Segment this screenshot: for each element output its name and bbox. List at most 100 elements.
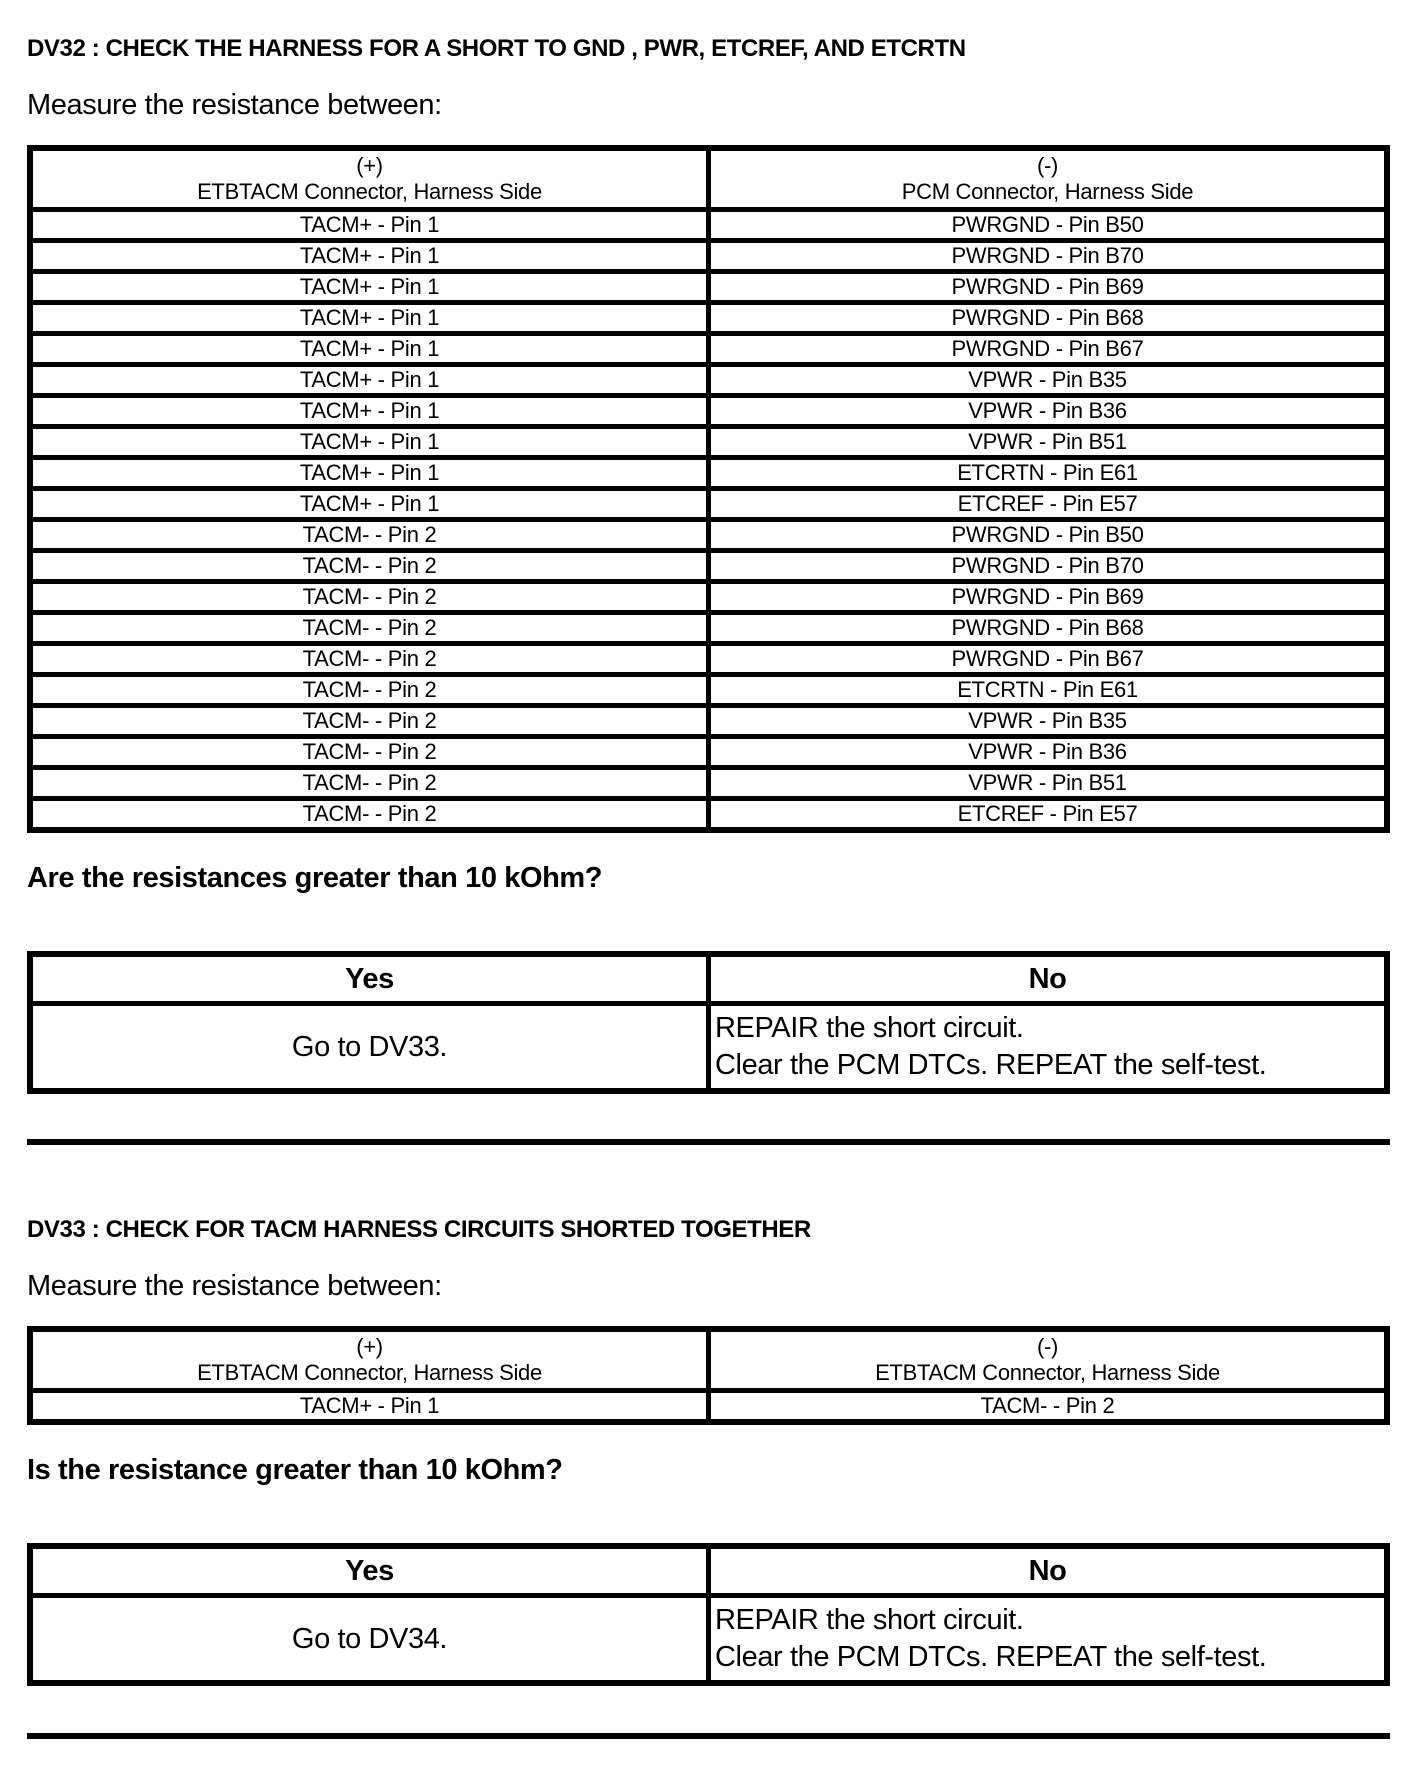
- no-action-line: Clear the PCM DTCs. REPEAT the self-test…: [715, 1641, 1267, 1673]
- dv33-measure-table-body: TACM+ - Pin 1 TACM- - Pin 2: [27, 1388, 1390, 1425]
- measure-cell-positive: TACM+ - Pin 1: [27, 300, 711, 336]
- no-action-line: Clear the PCM DTCs. REPEAT the self-test…: [715, 1049, 1267, 1081]
- positive-sign: (+): [356, 1334, 383, 1359]
- no-action-cell: REPAIR the short circuit. Clear the PCM …: [706, 1593, 1390, 1686]
- positive-connector-label: ETBTACM Connector, Harness Side: [197, 179, 542, 204]
- dv33-heading: DV33 : CHECK FOR TACM HARNESS CIRCUITS S…: [27, 1216, 811, 1243]
- measure-col-positive-header: (+) ETBTACM Connector, Harness Side: [27, 1326, 711, 1393]
- dv32-measure-table-body: TACM+ - Pin 1 PWRGND - Pin B50 TACM+ - Pin…: [27, 207, 1390, 833]
- measure-cell-positive: TACM+ - Pin 1: [27, 331, 711, 367]
- measure-row: TACM- - Pin 2 VPWR - Pin B35: [27, 703, 1390, 739]
- decision-header-row: Yes No: [27, 1543, 1390, 1598]
- measure-cell-negative: PWRGND - Pin B50: [706, 517, 1390, 553]
- measure-row: TACM+ - Pin 1 PWRGND - Pin B68: [27, 300, 1390, 336]
- measure-cell-negative: PWRGND - Pin B68: [706, 300, 1390, 336]
- measure-cell-positive: TACM- - Pin 2: [27, 672, 711, 708]
- measure-col-negative-header: (-) PCM Connector, Harness Side: [706, 145, 1390, 212]
- dv32-question: Are the resistances greater than 10 kOhm…: [27, 862, 603, 894]
- measure-row: TACM+ - Pin 1 VPWR - Pin B36: [27, 393, 1390, 429]
- negative-sign: (-): [1036, 1334, 1059, 1359]
- measure-row: TACM- - Pin 2 PWRGND - Pin B67: [27, 641, 1390, 677]
- measure-cell-negative: PWRGND - Pin B69: [706, 269, 1390, 305]
- measure-cell-negative: PWRGND - Pin B70: [706, 548, 1390, 584]
- dv32-instruction: Measure the resistance between:: [27, 89, 442, 121]
- yes-action-cell: Go to DV34.: [27, 1593, 711, 1686]
- measure-cell-positive: TACM+ - Pin 1: [27, 424, 711, 460]
- measure-row: TACM- - Pin 2 PWRGND - Pin B50: [27, 517, 1390, 553]
- dv32-heading: DV32 : CHECK THE HARNESS FOR A SHORT TO …: [27, 35, 966, 62]
- measure-cell-positive: TACM- - Pin 2: [27, 579, 711, 615]
- measure-cell-negative: ETCRTN - Pin E61: [706, 455, 1390, 491]
- dv33-decision-table: Yes No Go to DV34. REPAIR the short circ…: [27, 1543, 1390, 1686]
- measure-cell-positive: TACM- - Pin 2: [27, 610, 711, 646]
- measure-row: TACM+ - Pin 1 ETCREF - Pin E57: [27, 486, 1390, 522]
- dv33-measure-table: (+) ETBTACM Connector, Harness Side (-) …: [27, 1326, 1390, 1425]
- no-header-cell: No: [706, 951, 1390, 1006]
- measure-row: TACM- - Pin 2 PWRGND - Pin B69: [27, 579, 1390, 615]
- measure-row: TACM- - Pin 2 VPWR - Pin B51: [27, 765, 1390, 801]
- measure-row: TACM- - Pin 2 ETCREF - Pin E57: [27, 796, 1390, 833]
- measure-row: TACM- - Pin 2 PWRGND - Pin B70: [27, 548, 1390, 584]
- yes-header-cell: Yes: [27, 1543, 711, 1598]
- measure-cell-positive: TACM+ - Pin 1: [27, 362, 711, 398]
- measure-cell-negative: VPWR - Pin B35: [706, 362, 1390, 398]
- dv32-measure-table-head: (+) ETBTACM Connector, Harness Side (-) …: [27, 145, 1390, 212]
- no-header-cell: No: [706, 1543, 1390, 1598]
- measure-row: TACM+ - Pin 1 PWRGND - Pin B69: [27, 269, 1390, 305]
- no-action-line: REPAIR the short circuit.: [715, 1012, 1024, 1044]
- measure-col-positive-header: (+) ETBTACM Connector, Harness Side: [27, 145, 711, 212]
- measure-header-row: (+) ETBTACM Connector, Harness Side (-) …: [27, 145, 1390, 212]
- page-content: DV32 : CHECK THE HARNESS FOR A SHORT TO …: [27, 34, 1390, 1739]
- measure-row: TACM+ - Pin 1 ETCRTN - Pin E61: [27, 455, 1390, 491]
- dv32-measure-table: (+) ETBTACM Connector, Harness Side (-) …: [27, 145, 1390, 833]
- measure-cell-negative: PWRGND - Pin B70: [706, 238, 1390, 274]
- measure-row: TACM- - Pin 2 PWRGND - Pin B68: [27, 610, 1390, 646]
- yes-action-cell: Go to DV33.: [27, 1001, 711, 1094]
- section-gap: [27, 1145, 1390, 1215]
- measure-row: TACM+ - Pin 1 VPWR - Pin B51: [27, 424, 1390, 460]
- dv33-decision-table-body: Go to DV34. REPAIR the short circuit. Cl…: [27, 1593, 1390, 1686]
- measure-cell-positive: TACM- - Pin 2: [27, 765, 711, 801]
- negative-sign: (-): [1036, 153, 1059, 178]
- dv32-decision-table-head: Yes No: [27, 951, 1390, 1006]
- section-divider: [27, 1733, 1390, 1739]
- dv32-decision-table-body: Go to DV33. REPAIR the short circuit. Cl…: [27, 1001, 1390, 1094]
- measure-cell-negative: ETCREF - Pin E57: [706, 486, 1390, 522]
- measure-cell-positive: TACM- - Pin 2: [27, 796, 711, 833]
- measure-cell-positive: TACM- - Pin 2: [27, 517, 711, 553]
- measure-cell-positive: TACM+ - Pin 1: [27, 238, 711, 274]
- measure-cell-negative: VPWR - Pin B36: [706, 393, 1390, 429]
- dv33-measure-table-head: (+) ETBTACM Connector, Harness Side (-) …: [27, 1326, 1390, 1393]
- measure-col-negative-header: (-) ETBTACM Connector, Harness Side: [706, 1326, 1390, 1393]
- dv33-question: Is the resistance greater than 10 kOhm?: [27, 1454, 563, 1486]
- measure-cell-negative: VPWR - Pin B36: [706, 734, 1390, 770]
- measure-cell-negative: TACM- - Pin 2: [706, 1388, 1390, 1425]
- measure-row: TACM+ - Pin 1 VPWR - Pin B35: [27, 362, 1390, 398]
- measure-cell-positive: TACM- - Pin 2: [27, 734, 711, 770]
- measure-cell-negative: VPWR - Pin B51: [706, 765, 1390, 801]
- measure-cell-positive: TACM- - Pin 2: [27, 641, 711, 677]
- measure-cell-positive: TACM+ - Pin 1: [27, 1388, 711, 1425]
- decision-action-row: Go to DV33. REPAIR the short circuit. Cl…: [27, 1001, 1390, 1094]
- no-action-cell: REPAIR the short circuit. Clear the PCM …: [706, 1001, 1390, 1094]
- measure-cell-negative: ETCREF - Pin E57: [706, 796, 1390, 833]
- decision-header-row: Yes No: [27, 951, 1390, 1006]
- measure-cell-positive: TACM- - Pin 2: [27, 703, 711, 739]
- yes-header-cell: Yes: [27, 951, 711, 1006]
- measure-cell-positive: TACM+ - Pin 1: [27, 486, 711, 522]
- measure-row: TACM- - Pin 2 ETCRTN - Pin E61: [27, 672, 1390, 708]
- measure-row: TACM+ - Pin 1 PWRGND - Pin B50: [27, 207, 1390, 243]
- measure-cell-positive: TACM- - Pin 2: [27, 548, 711, 584]
- measure-row: TACM+ - Pin 1 PWRGND - Pin B67: [27, 331, 1390, 367]
- negative-connector-label: ETBTACM Connector, Harness Side: [875, 1360, 1220, 1385]
- dv33-instruction: Measure the resistance between:: [27, 1270, 442, 1302]
- negative-connector-label: PCM Connector, Harness Side: [901, 179, 1194, 204]
- measure-cell-negative: PWRGND - Pin B69: [706, 579, 1390, 615]
- measure-cell-negative: ETCRTN - Pin E61: [706, 672, 1390, 708]
- measure-row: TACM+ - Pin 1 TACM- - Pin 2: [27, 1388, 1390, 1425]
- decision-action-row: Go to DV34. REPAIR the short circuit. Cl…: [27, 1593, 1390, 1686]
- measure-cell-negative: VPWR - Pin B51: [706, 424, 1390, 460]
- dv32-decision-table: Yes No Go to DV33. REPAIR the short circ…: [27, 951, 1390, 1094]
- measure-cell-negative: PWRGND - Pin B68: [706, 610, 1390, 646]
